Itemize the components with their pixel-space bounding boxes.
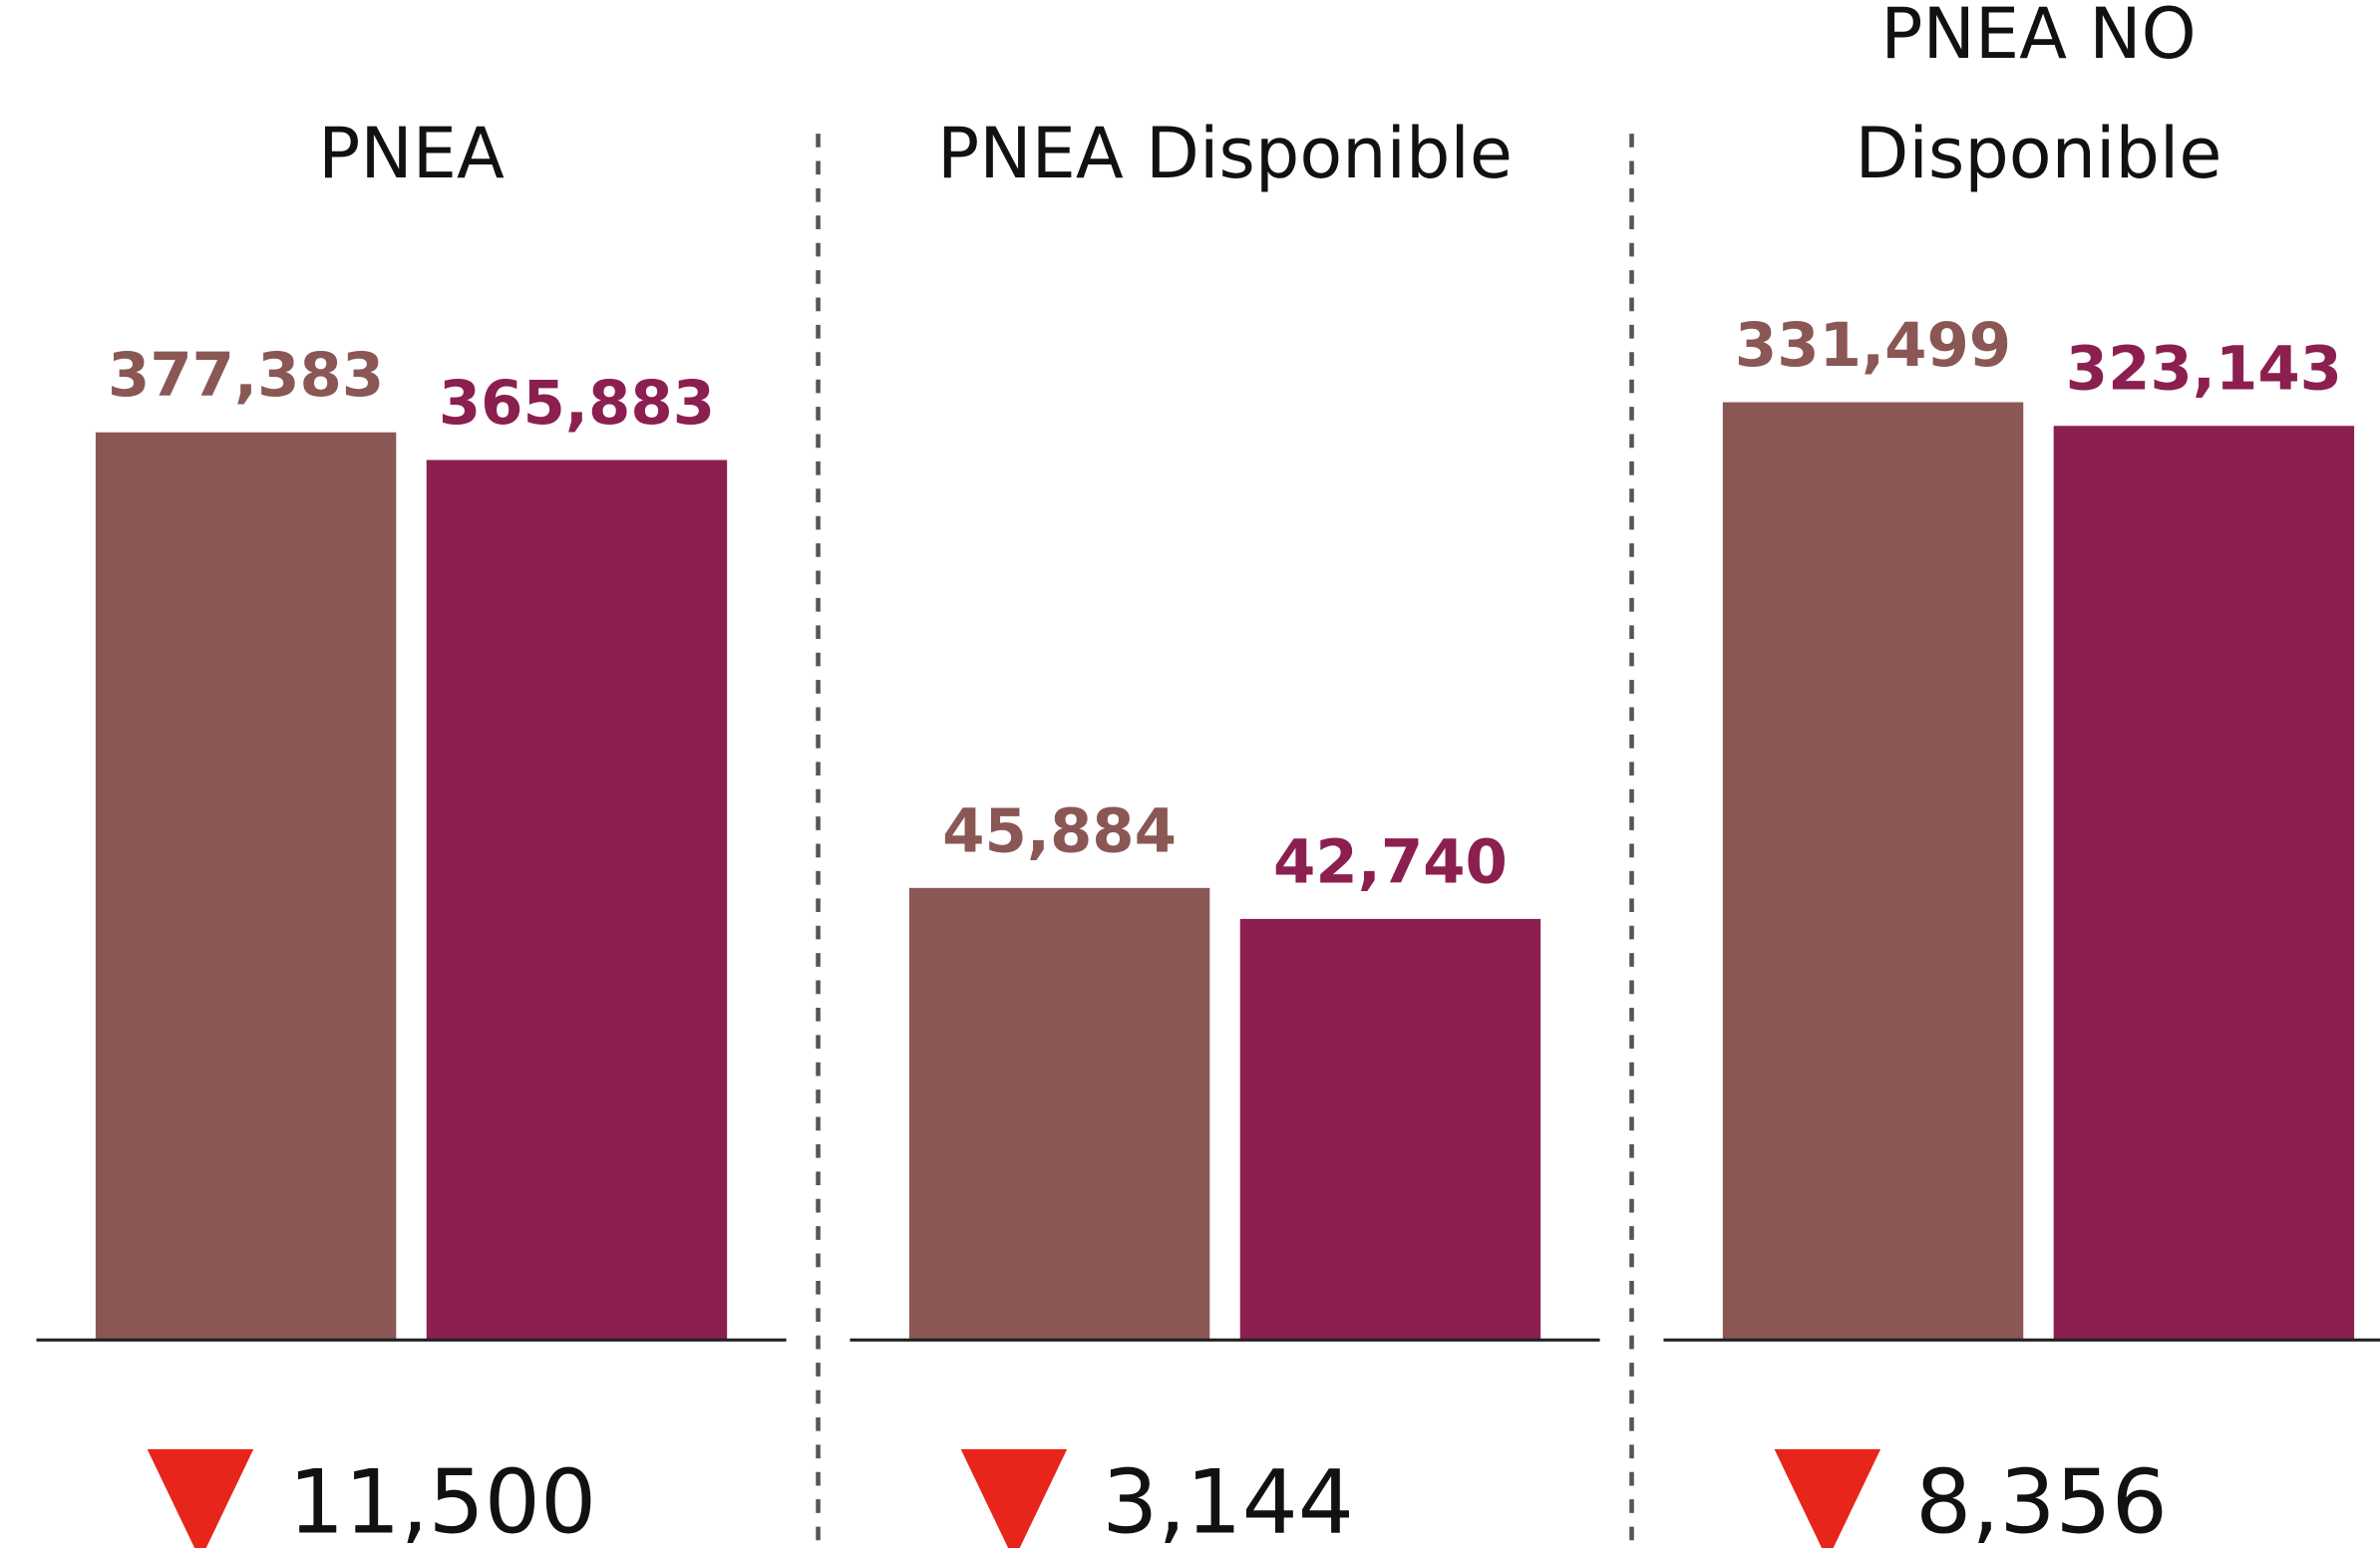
value-label: 377,383: [108, 340, 384, 411]
change-indicator: [147, 1448, 254, 1548]
change-indicator: [1774, 1448, 1881, 1548]
bar: [2053, 426, 2355, 1341]
change-label: 11,500: [288, 1451, 596, 1548]
value-label: 42,740: [1273, 826, 1508, 897]
change-indicator: [960, 1448, 1068, 1548]
value-label: 331,499: [1735, 310, 2011, 381]
change-label: 3,144: [1102, 1451, 1354, 1548]
bar: [1239, 918, 1541, 1341]
value-label: 323,143: [2066, 334, 2342, 405]
bar: [95, 432, 397, 1341]
bar: [1722, 402, 2024, 1341]
bar: [426, 460, 728, 1341]
panel-title: PNEA Disponible: [937, 113, 1513, 194]
value-label: 365,883: [439, 368, 715, 439]
change-label: 8,356: [1915, 1451, 2168, 1548]
panel-title: Disponible: [1856, 113, 2222, 194]
panel-title: PNEA: [318, 113, 505, 194]
value-label: 45,884: [942, 795, 1177, 866]
panel-title: PNEA NO: [1880, 0, 2196, 75]
bar: [908, 887, 1210, 1341]
